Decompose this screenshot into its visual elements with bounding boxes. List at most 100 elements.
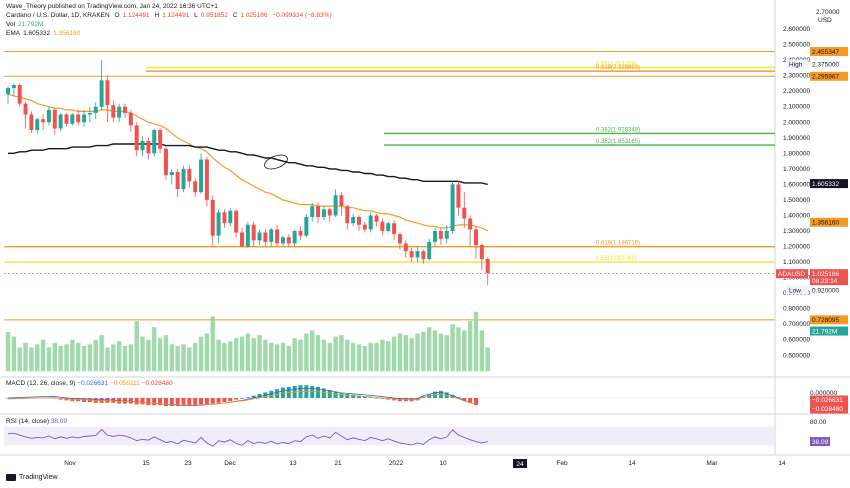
fib-level-label: 0.618(2.328893) [596,65,640,71]
volume-bar [23,342,28,372]
candle-body [450,184,455,231]
volume-bar [157,338,163,372]
time-axis-label: Feb [556,460,568,467]
candle-body [134,125,139,151]
volume-bar [128,344,134,372]
candle-body [46,109,51,123]
volume-bar [321,339,327,372]
volume-bar [456,327,461,372]
candle-body [76,114,81,123]
volume-bar [415,333,420,372]
candle-body [169,171,174,176]
price-badge-label: 1.356160 [812,220,839,227]
volume-bar [169,344,174,372]
volume-bar [228,341,233,372]
volume-bar [64,344,69,372]
price-badge-label: 0.920000 [812,287,839,294]
price-tick-label: 1.300000 [783,228,810,235]
price-badge-label: 2.455347 [812,49,839,56]
candle-body [357,217,361,225]
volume-bar [239,336,245,372]
candle-body [175,171,180,190]
candle-body [152,130,157,154]
macd-hist-bar [339,393,344,398]
price-badge-label: 2.375000 [812,61,839,68]
volume-bar [46,347,52,372]
macd-hist-bar [275,389,280,398]
candle-body [193,181,198,193]
volume-bar [485,347,490,372]
candle-body [181,168,186,190]
price-tick-label: 0.500000 [783,352,810,359]
volume-bar [216,339,221,372]
macd-hist-bar [204,398,209,405]
rsi-band [4,426,775,446]
macd-legend: MACD (12, 26, close, 9) −0.026631 −0.055… [6,380,173,387]
macd-hist-bar [310,386,315,398]
price-tick-label: 1.800000 [783,150,810,157]
price-badge [810,71,848,81]
volume-bar [40,339,46,372]
candle-body [41,119,46,123]
time-axis-label: 15 [142,460,150,467]
macd-badge-label: −0.028480 [812,406,843,413]
fib-level-label: 0.65(2.353339) [596,61,637,67]
volume-bar [5,331,11,372]
volume-bar [152,327,157,372]
macd-hist-bar [321,388,326,398]
volume-bar [350,342,356,372]
volume-bar [274,344,280,372]
candle-body [380,221,385,231]
macd-hist-bar [245,397,250,398]
volume-bar [438,333,444,372]
macd-hist-bar [146,398,151,406]
macd-hist-bar [345,394,350,398]
candle-body [345,206,350,224]
macd-hist-bar [474,398,478,406]
candle-body [275,229,280,244]
candle-body [204,159,209,200]
volume-legend: Vol 21.792M [6,21,44,28]
volume-bar [146,339,151,372]
candle-body [35,119,40,131]
price-tick-label: 0.800000 [783,306,810,313]
fib-level-label: 0.382(1.928348) [596,127,640,133]
candle-body [23,103,28,115]
candle-body [111,105,116,118]
macd-hist-bar [222,398,227,402]
candle-body [64,114,69,124]
candle-body [93,106,98,113]
macd-hist-bar [468,398,473,403]
ema-fast-line [7,93,488,232]
macd-hist-bar [333,391,338,398]
price-tick-label: 2.300000 [783,73,810,80]
candle-body [397,234,402,244]
candle-body [128,112,133,126]
macd-hist-bar [163,398,168,406]
price-tick-label: 2.500000 [783,42,810,49]
candle-body [368,215,373,230]
volume-bar [432,330,438,372]
candle-body [362,224,367,230]
macd-hist-bar [187,398,192,406]
volume-bar [257,335,262,372]
price-badge [810,269,848,286]
candle-body [163,148,168,176]
candle-body [70,114,75,124]
macd-hist-bar [128,398,133,404]
volume-bar [374,342,379,372]
current-date-badge [513,459,527,468]
tradingview-logo[interactable]: TradingView [6,474,58,481]
volume-bar [339,335,344,372]
volume-bar [263,339,268,372]
volume-bar [122,345,128,372]
volume-bar [87,344,93,372]
candle-body [479,244,484,259]
macd-hist-bar [374,398,379,399]
price-tick-label: 1.100000 [783,259,810,266]
candle-body [11,85,16,89]
candle-body [6,88,10,95]
macd-hist-bar [228,398,233,402]
macd-hist-bar [362,396,367,398]
